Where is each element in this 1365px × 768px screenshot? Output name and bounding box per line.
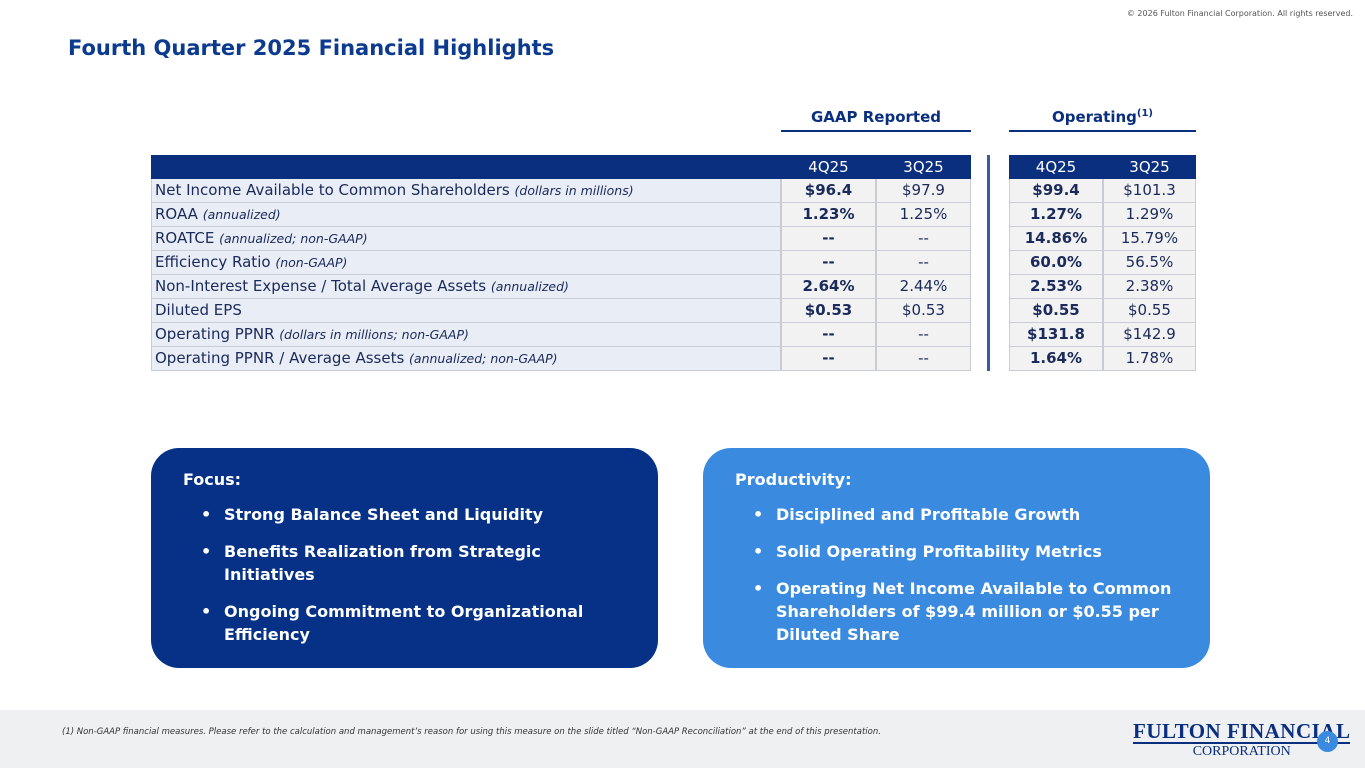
bullet: Solid Operating Profitability Metrics xyxy=(735,540,1178,563)
label-note: (dollars in millions; non-GAAP) xyxy=(279,327,469,342)
value-cell: $0.55 xyxy=(1009,299,1103,323)
label-note: (dollars in millions) xyxy=(514,183,634,198)
value-cell: -- xyxy=(876,347,971,371)
row-label: ROAA (annualized) xyxy=(151,203,781,227)
bullet-list: Strong Balance Sheet and Liquidity Benefi… xyxy=(183,503,626,646)
row-label: Net Income Available to Common Sharehold… xyxy=(151,179,781,203)
group-label: Operating xyxy=(1051,108,1137,126)
value-cell: $97.9 xyxy=(876,179,971,203)
header-cell xyxy=(151,155,781,179)
panel-heading: Focus: xyxy=(183,470,242,489)
value-cell: -- xyxy=(876,251,971,275)
bullet: Benefits Realization from Strategic Init… xyxy=(183,540,626,586)
label-note: (annualized) xyxy=(490,279,569,294)
label-text: Diluted EPS xyxy=(155,301,242,319)
logo-line: CORPORATION xyxy=(1192,744,1291,759)
bullet: Strong Balance Sheet and Liquidity xyxy=(183,503,626,526)
value-cell: $142.9 xyxy=(1103,323,1196,347)
column-header: 4Q25 xyxy=(781,155,876,179)
label-note: (annualized; non-GAAP) xyxy=(219,231,368,246)
panel-heading: Productivity: xyxy=(735,470,852,489)
value-cell: -- xyxy=(781,347,876,371)
value-cell: 1.23% xyxy=(781,203,876,227)
group-label: GAAP Reported xyxy=(811,108,941,126)
bullet-list: Disciplined and Profitable Growth Solid O… xyxy=(735,503,1178,646)
value-cell: $0.53 xyxy=(876,299,971,323)
logo: FULTON FINANCIAL CORPORATION xyxy=(1133,719,1351,760)
value-cell: -- xyxy=(876,227,971,251)
label-text: Net Income Available to Common Sharehold… xyxy=(155,181,510,199)
title: Fourth Quarter 2025 Financial Highlights xyxy=(68,36,555,60)
group-header: Operating(1) xyxy=(1009,108,1196,132)
column-header: 3Q25 xyxy=(1103,155,1196,179)
value-cell: 1.25% xyxy=(876,203,971,227)
label-note: (annualized) xyxy=(202,207,281,222)
value-cell: 15.79% xyxy=(1103,227,1196,251)
value-cell: $0.55 xyxy=(1103,299,1196,323)
row-label: Diluted EPS xyxy=(151,299,781,323)
separator xyxy=(987,155,990,371)
value-cell: 1.64% xyxy=(1009,347,1103,371)
value-cell: -- xyxy=(781,227,876,251)
value-cell: -- xyxy=(781,251,876,275)
value-cell: 14.86% xyxy=(1009,227,1103,251)
value-cell: 1.27% xyxy=(1009,203,1103,227)
column-header: 3Q25 xyxy=(876,155,971,179)
value-cell: 2.64% xyxy=(781,275,876,299)
bullet: Ongoing Commitment to Organizational Eff… xyxy=(183,600,626,646)
column-header: 4Q25 xyxy=(1009,155,1103,179)
label-text: ROAA xyxy=(155,205,198,223)
value-cell: 60.0% xyxy=(1009,251,1103,275)
label-note: (non-GAAP) xyxy=(275,255,348,270)
value-cell: 2.53% xyxy=(1009,275,1103,299)
panel: Productivity: Disciplined and Profitable … xyxy=(703,448,1210,668)
value-cell: 56.5% xyxy=(1103,251,1196,275)
row-label: Operating PPNR (dollars in millions; non… xyxy=(151,323,781,347)
label-text: ROATCE xyxy=(155,229,215,247)
footnote: (1) Non-GAAP financial measures. Please … xyxy=(62,727,881,737)
row-label: Non-Interest Expense / Total Average Ass… xyxy=(151,275,781,299)
value-cell: 2.38% xyxy=(1103,275,1196,299)
value-cell: $96.4 xyxy=(781,179,876,203)
panel: Focus: Strong Balance Sheet and Liquidity… xyxy=(151,448,658,668)
value-cell: -- xyxy=(781,323,876,347)
label-text: Operating PPNR / Average Assets xyxy=(155,349,405,367)
label-text: Non-Interest Expense / Total Average Ass… xyxy=(155,277,487,295)
group-sup: (1) xyxy=(1136,108,1154,119)
value-cell: $0.53 xyxy=(781,299,876,323)
footer-band xyxy=(0,710,1365,768)
row-label: Efficiency Ratio (non-GAAP) xyxy=(151,251,781,275)
copyright: © 2026 Fulton Financial Corporation. All… xyxy=(1126,9,1353,18)
value-cell: 1.29% xyxy=(1103,203,1196,227)
label-text: Efficiency Ratio xyxy=(155,253,271,271)
value-cell: 2.44% xyxy=(876,275,971,299)
row-label: Operating PPNR / Average Assets (annuali… xyxy=(151,347,781,371)
row-label: ROATCE (annualized; non-GAAP) xyxy=(151,227,781,251)
value-cell: $131.8 xyxy=(1009,323,1103,347)
logo-line: FULTON FINANCIAL xyxy=(1133,719,1351,744)
bullet: Disciplined and Profitable Growth xyxy=(735,503,1178,526)
value-cell: -- xyxy=(876,323,971,347)
value-cell: $99.4 xyxy=(1009,179,1103,203)
value-cell: $101.3 xyxy=(1103,179,1196,203)
page-number: 4 xyxy=(1317,731,1338,752)
bullet: Operating Net Income Available to Common… xyxy=(735,577,1175,646)
label-note: (annualized; non-GAAP) xyxy=(409,351,558,366)
label-text: Operating PPNR xyxy=(155,325,275,343)
group-header: GAAP Reported xyxy=(781,108,971,132)
value-cell: 1.78% xyxy=(1103,347,1196,371)
